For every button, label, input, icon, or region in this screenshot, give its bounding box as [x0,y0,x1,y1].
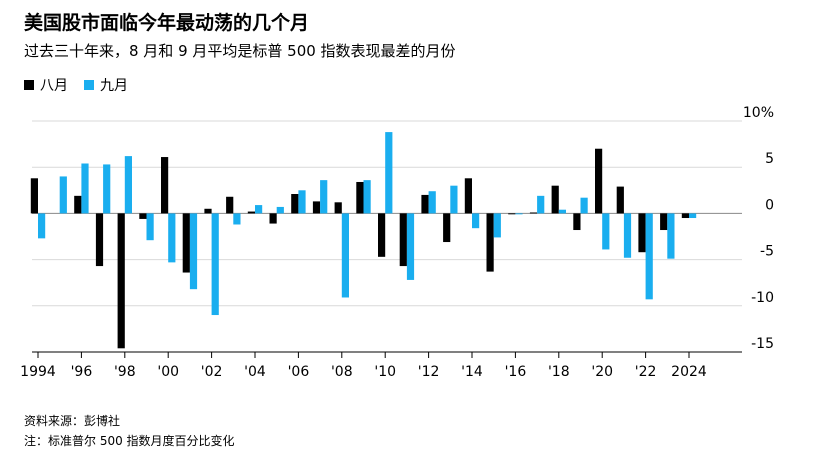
bar-august [464,178,472,214]
x-tick-label: '12 [418,364,440,380]
bar-august [204,208,212,214]
x-tick-label: '96 [71,364,93,380]
bar-august [486,213,494,272]
bar-september [103,164,111,214]
y-tick-label: -10 [751,290,774,306]
x-tick-label: 1994 [20,364,56,380]
bar-september [363,180,371,214]
chart-title: 美国股市面临今年最动荡的几个月 [24,12,310,34]
bar-september [493,213,501,238]
bar-august [421,194,429,214]
bar-august [95,213,104,267]
x-tick-label: '08 [331,364,353,380]
bar-august [161,157,169,214]
bar-september [667,213,675,259]
bar-september [450,185,458,214]
bar-september [645,213,653,300]
footnote: 注：标准普尔 500 指数月度百分比变化 [24,434,235,448]
bar-september [168,213,176,263]
bar-august [247,211,255,214]
bar-september [623,213,632,258]
legend-swatch-august [24,80,34,90]
bar-september [320,180,328,214]
source-note: 资料来源：彭博社 [24,414,121,428]
x-tick-label: '14 [461,364,483,380]
bar-september [298,190,306,214]
bar-september [472,213,480,229]
bar-august [616,186,624,214]
legend-label-september: 九月 [100,78,128,94]
bar-september [341,213,349,298]
x-tick-label: '06 [288,364,310,380]
bar-august [226,196,234,214]
bar-september [124,156,132,214]
bar-september [385,132,393,214]
bar-august [117,213,125,349]
bar-september [81,163,89,214]
legend-label-august: 八月 [40,78,68,94]
bar-august [660,213,668,231]
bar-september [233,213,241,225]
bar-september [211,213,219,316]
bar-september [602,213,610,250]
bar-september [406,213,415,280]
legend-swatch-september [84,80,94,90]
bar-august [269,213,277,224]
y-tick-label: 0 [765,197,774,213]
bar-august [443,213,451,243]
bar-september [558,209,566,214]
y-tick-label: -15 [751,336,774,352]
x-tick-label: '98 [114,364,136,380]
x-tick-label: '16 [505,364,527,380]
bar-august [551,185,559,214]
y-tick-label: 5 [765,151,774,167]
x-tick-label: '20 [591,364,613,380]
x-tick-label: '18 [548,364,570,380]
bar-august [74,195,82,214]
chart-subtitle: 过去三十年来，8 月和 9 月平均是标普 500 指数表现最差的月份 [24,42,456,60]
bar-august [182,213,190,273]
bar-september [515,213,523,215]
x-tick-label: '00 [157,364,179,380]
bar-september [146,213,154,241]
bar-september [38,213,46,239]
bar-august [638,213,646,253]
bar-august [30,178,38,214]
x-tick-label: '02 [201,364,223,380]
y-tick-label: -5 [760,244,774,260]
bar-august [312,201,321,214]
bar-august [399,213,407,267]
bar-september [59,176,67,214]
x-tick-label: 2024 [671,364,707,380]
bar-september [189,213,198,290]
x-tick-label: '04 [244,364,266,380]
bar-august [508,213,516,215]
x-tick-label: '10 [374,364,396,380]
bar-september [428,191,436,214]
bar-august [529,212,538,214]
bar-september [276,206,284,214]
legend-item-september: 九月 [84,75,128,95]
bar-august [378,213,386,257]
bar-august [681,213,689,219]
bar-september [537,195,545,214]
bar-august [595,148,603,214]
y-tick-label: 10% [743,105,774,121]
bar-august [139,213,147,219]
bar-august [291,194,299,214]
bar-august [334,202,342,214]
bar-august [356,181,364,214]
bar-september [689,213,697,219]
bar-september [255,205,263,214]
legend-item-august: 八月 [24,75,68,95]
bar-august [573,213,581,231]
bar-september [580,197,588,214]
legend: 八月 九月 [24,75,144,95]
x-tick-label: '22 [635,364,657,380]
